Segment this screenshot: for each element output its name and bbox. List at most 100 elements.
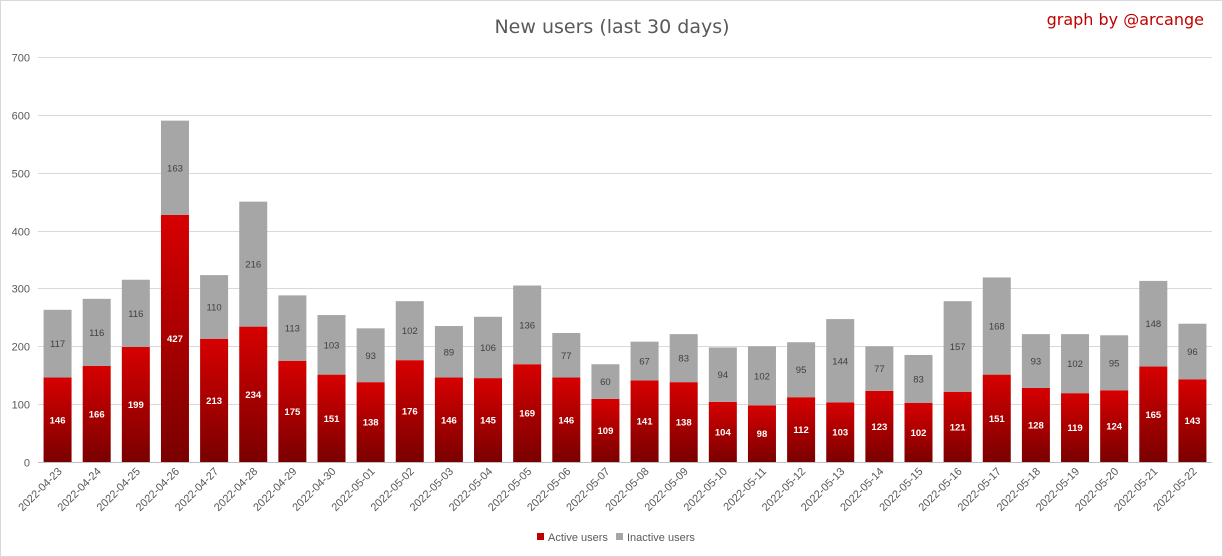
- bar-active: [317, 374, 346, 462]
- data-label-inactive: 102: [1067, 359, 1083, 370]
- bar-active: [82, 365, 111, 462]
- bar-active: [395, 360, 424, 462]
- data-label-active: 104: [715, 427, 732, 438]
- chart-credit: graph by @arcange: [1047, 10, 1204, 29]
- data-label-inactive: 113: [285, 324, 300, 335]
- data-label-inactive: 116: [89, 328, 104, 339]
- bar-inactive: [356, 328, 385, 383]
- bar-inactive: [904, 354, 933, 403]
- legend-label-active: Active users: [548, 532, 608, 544]
- bar-active: [552, 377, 581, 462]
- legend-swatch-inactive: [616, 533, 623, 540]
- data-label-active: 176: [402, 407, 418, 418]
- bar-inactive: [1061, 334, 1090, 394]
- bar-inactive: [513, 285, 542, 365]
- y-tick-label: 100: [12, 400, 30, 412]
- legend-swatch-active: [537, 533, 544, 540]
- bar-inactive: [1021, 334, 1050, 388]
- bar-active: [826, 402, 855, 462]
- data-label-active: 103: [832, 428, 848, 439]
- data-label-active: 175: [284, 407, 301, 418]
- data-label-active: 213: [206, 396, 222, 407]
- bar-active: [787, 397, 816, 462]
- y-tick-label: 500: [12, 169, 30, 181]
- data-label-inactive: 102: [402, 326, 418, 337]
- data-label-inactive: 157: [950, 342, 966, 353]
- data-label-inactive: 216: [245, 260, 261, 271]
- bar-inactive: [160, 120, 189, 215]
- bar-active: [1139, 366, 1168, 462]
- data-label-active: 151: [324, 414, 341, 425]
- data-label-active: 123: [871, 422, 887, 433]
- bar-active: [1178, 379, 1207, 462]
- data-label-active: 141: [637, 417, 654, 428]
- data-label-inactive: 60: [600, 377, 611, 388]
- bar-inactive: [747, 346, 776, 406]
- legend: Active users Inactive users: [537, 532, 695, 544]
- data-label-active: 151: [989, 414, 1006, 425]
- bar-inactive: [1139, 280, 1168, 367]
- data-label-inactive: 89: [444, 347, 455, 358]
- data-label-active: 112: [793, 425, 808, 436]
- bar-inactive: [395, 301, 424, 361]
- data-label-inactive: 77: [874, 364, 885, 375]
- bar-active: [474, 378, 503, 462]
- bar-active: [434, 377, 463, 462]
- bar-active: [1100, 390, 1129, 462]
- bar-inactive: [474, 316, 503, 379]
- bar-inactive: [787, 342, 816, 398]
- data-label-active: 121: [950, 422, 967, 433]
- data-label-inactive: 83: [913, 374, 924, 385]
- data-label-active: 165: [1145, 410, 1162, 421]
- y-tick-label: 300: [12, 284, 30, 296]
- data-label-inactive: 136: [519, 320, 535, 331]
- bar-active: [43, 377, 72, 462]
- data-label-active: 119: [1067, 423, 1082, 434]
- data-label-active: 166: [89, 409, 105, 420]
- bars: 146 117 166 116 199 116 427 163 213 110 234 216 175 1…: [43, 120, 1207, 462]
- bar-inactive: [278, 295, 307, 361]
- data-label-inactive: 103: [324, 340, 340, 351]
- data-label-inactive: 144: [832, 356, 848, 367]
- chart-title: New users (last 30 days): [494, 16, 729, 38]
- data-label-inactive: 77: [561, 351, 572, 362]
- bar-active: [160, 214, 189, 462]
- bar-inactive: [317, 315, 346, 375]
- bar-active: [708, 401, 737, 462]
- data-label-inactive: 110: [207, 302, 222, 313]
- bar-active: [121, 346, 150, 462]
- data-label-inactive: 67: [639, 357, 650, 368]
- bar-active: [747, 405, 776, 462]
- data-label-inactive: 95: [1109, 358, 1120, 369]
- legend-label-inactive: Inactive users: [627, 532, 695, 544]
- bar-active: [865, 390, 894, 462]
- bar-inactive: [552, 332, 581, 378]
- data-label-active: 124: [1106, 422, 1123, 433]
- bar-inactive: [121, 279, 150, 347]
- bar-active: [904, 402, 933, 462]
- data-label-active: 199: [128, 400, 144, 411]
- bar-inactive: [82, 298, 111, 366]
- bar-active: [356, 382, 385, 462]
- data-label-active: 128: [1028, 420, 1044, 431]
- bar-active: [943, 391, 972, 462]
- data-label-active: 98: [757, 429, 768, 440]
- bar-active: [200, 338, 229, 462]
- bar-active: [1061, 393, 1090, 462]
- data-label-inactive: 93: [365, 351, 376, 362]
- bar-inactive: [826, 319, 855, 403]
- bar-active: [1021, 387, 1050, 462]
- data-label-active: 146: [558, 415, 574, 426]
- data-label-active: 169: [519, 409, 535, 420]
- data-label-active: 138: [676, 418, 692, 429]
- data-label-inactive: 163: [167, 163, 183, 174]
- y-tick-label: 600: [12, 111, 30, 123]
- bar-active: [630, 380, 659, 462]
- bar-active: [239, 326, 268, 462]
- data-label-inactive: 93: [1031, 357, 1042, 368]
- y-tick-label: 0: [24, 458, 30, 470]
- data-label-active: 145: [480, 416, 497, 427]
- bar-inactive: [669, 334, 698, 383]
